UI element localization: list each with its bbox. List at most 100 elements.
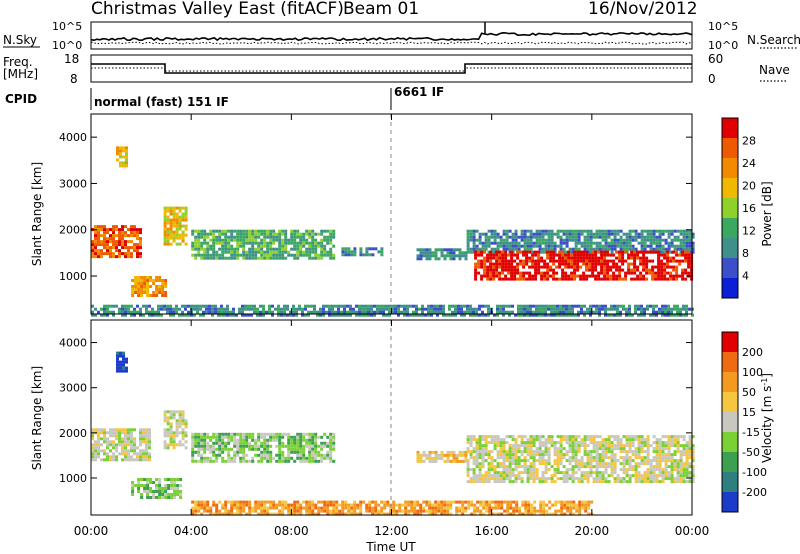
heatmap-cell [440,500,444,504]
heatmap-cell [574,441,578,445]
nave-label: Nave [759,63,790,77]
heatmap-cell [440,509,444,513]
heatmap-cell [206,247,210,251]
heatmap-cell [137,294,141,297]
heatmap-cell [469,438,473,442]
heatmap-cell [625,474,629,478]
heatmap-cell [643,441,647,445]
heatmap-cell [163,212,167,216]
heatmap-cell [481,241,485,245]
heatmap-cell [552,259,556,263]
heatmap-cell [236,241,240,245]
heatmap-cell [544,450,548,454]
heatmap-cell [146,481,150,484]
heatmap-cell [419,248,423,252]
heatmap-cell [395,512,399,516]
heatmap-cell [215,459,219,463]
heatmap-cell [535,450,539,454]
heatmap-cell [278,503,282,507]
heatmap-cell [568,435,572,439]
heatmap-cell [556,441,560,445]
heatmap-cell [454,313,457,317]
heatmap-cell [679,456,683,460]
heatmap-cell [97,240,100,244]
heatmap-cell [190,313,193,317]
heatmap-cell [314,512,318,516]
heatmap-cell [570,259,574,263]
heatmap-cell [212,432,216,436]
heatmap-cell [239,441,243,445]
heatmap-cell [595,307,598,311]
heatmap-cell [191,244,195,248]
heatmap-cell [516,253,520,257]
heatmap-cell [574,238,578,242]
heatmap-cell [224,247,228,251]
velocity-colorbar-label: Velocity [m s-1] [760,373,775,463]
heatmap-cell [535,232,539,236]
heatmap-cell [489,265,493,269]
heatmap-cell [493,459,497,463]
heatmap-cell [164,478,168,481]
heatmap-cell [493,235,497,239]
heatmap-cell [299,447,303,451]
heatmap-cell [628,459,632,463]
heatmap-cell [520,310,523,314]
heatmap-cell [178,206,182,210]
heatmap-cell [121,231,124,235]
heatmap-cell [449,254,453,258]
heatmap-cell [472,459,476,463]
heatmap-cell [675,268,679,272]
heatmap-cell [619,480,623,484]
heatmap-cell [139,307,142,311]
heatmap-cell [341,512,345,516]
heatmap-cell [520,313,523,317]
heatmap-cell [94,243,97,247]
heatmap-cell [618,268,622,272]
heatmap-cell [139,455,142,459]
heatmap-cell [685,465,689,469]
heatmap-cell [569,500,573,504]
heatmap-cell [202,310,205,314]
heatmap-cell [655,447,659,451]
heatmap-cell [125,155,128,159]
heatmap-cell [326,512,330,516]
heatmap-cell [467,506,471,510]
heatmap-cell [212,453,216,457]
heatmap-cell [613,247,617,251]
heatmap-cell [564,274,568,278]
heatmap-cell [687,259,691,263]
heatmap-cell [667,444,671,448]
heatmap-cell [272,438,276,442]
heatmap-cell [181,239,185,243]
heatmap-cell [236,453,240,457]
heatmap-cell [688,450,692,454]
heatmap-cell [175,443,179,447]
heatmap-cell [493,247,497,251]
heatmap-cell [565,244,569,248]
heatmap-cell [666,253,670,257]
heatmap-cell [311,512,315,516]
heatmap-cell [648,271,652,275]
heatmap-cell [651,250,655,254]
heatmap-cell [161,493,165,496]
heatmap-cell [91,246,94,250]
heatmap-cell [475,441,479,445]
heatmap-cell [163,416,167,420]
heatmap-cell [634,229,638,233]
heatmap-cell [133,437,136,441]
heatmap-cell [594,277,598,281]
heatmap-cell [172,206,176,210]
heatmap-cell [643,247,647,251]
heatmap-cell [481,462,485,466]
heatmap-cell [248,256,252,260]
heatmap-cell [658,310,661,314]
heatmap-cell [329,512,333,516]
heatmap-cell [109,310,112,314]
heatmap-cell [586,229,590,233]
heatmap-cell [515,503,519,507]
heatmap-cell [293,238,297,242]
heatmap-cell [534,271,538,275]
heatmap-cell [215,435,219,439]
heatmap-cell [142,455,145,459]
heatmap-cell [227,229,231,233]
